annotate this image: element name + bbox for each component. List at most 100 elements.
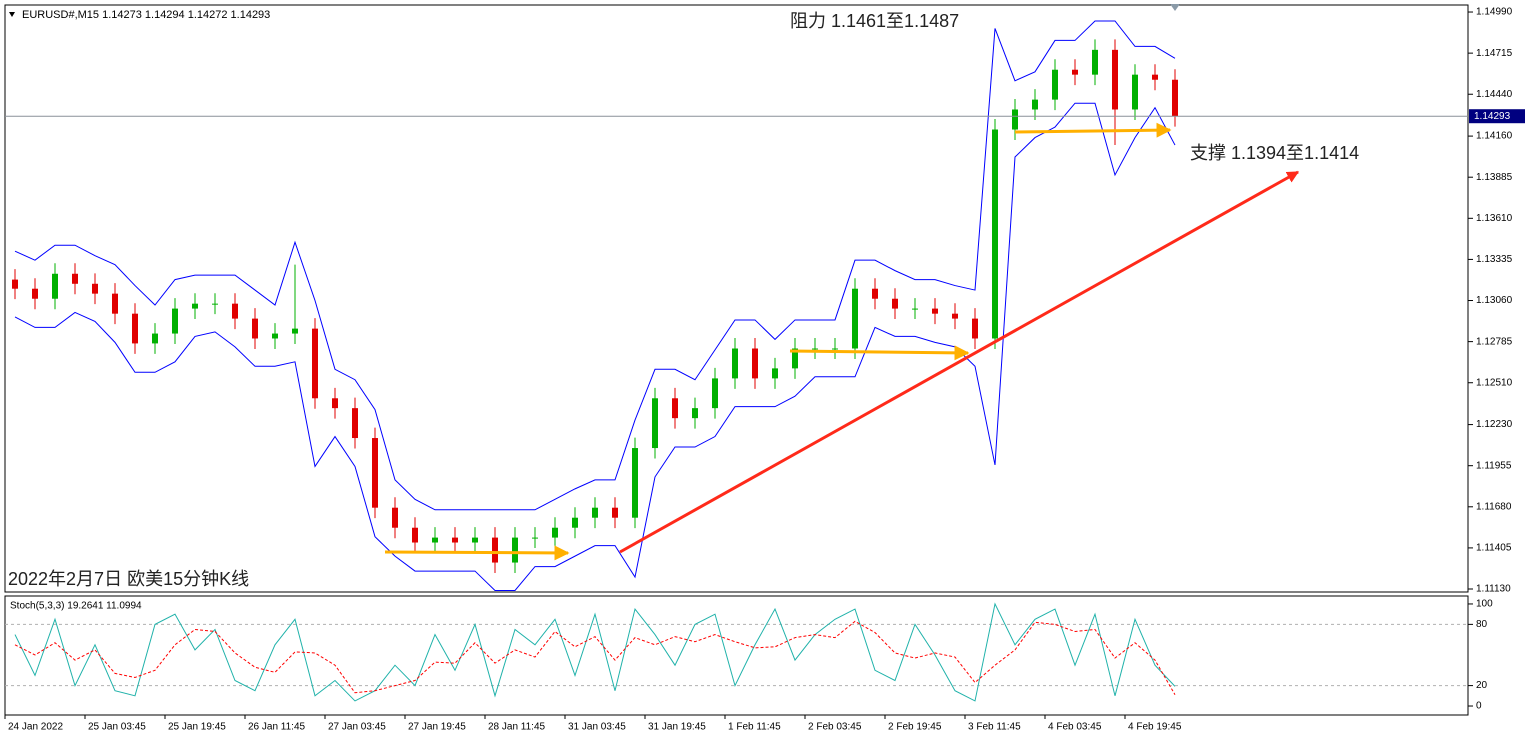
annotation: 支撑 1.1394至1.1414 [1190, 143, 1359, 163]
candle-body [1132, 74, 1138, 110]
y-tick-label: 20 [1476, 680, 1488, 691]
candle-body [552, 527, 558, 538]
candle-body [592, 507, 598, 518]
candle-body [832, 348, 838, 350]
last-price-label: 1.14293 [1474, 111, 1511, 122]
candle-body [1152, 74, 1158, 80]
candle-body [152, 333, 158, 344]
x-tick-label: 1 Feb 11:45 [728, 722, 781, 733]
annotation: 2022年2月7日 欧美15分钟K线 [8, 569, 249, 589]
y-tick-label: 1.13060 [1476, 295, 1513, 306]
y-tick-label: 1.14160 [1476, 131, 1513, 142]
candle-body [772, 368, 778, 379]
y-tick-label: 1.12510 [1476, 377, 1513, 388]
candle-body [672, 398, 678, 419]
y-tick-label: 0 [1476, 701, 1482, 712]
candle-body [312, 328, 318, 399]
shift-marker [1170, 4, 1180, 11]
x-tick-label: 27 Jan 03:45 [328, 722, 386, 733]
candle-body [752, 348, 758, 379]
y-tick-label: 1.11955 [1476, 460, 1512, 471]
candle-body [892, 298, 898, 309]
candle-body [232, 303, 238, 319]
y-tick-label: 1.12230 [1476, 419, 1513, 430]
y-tick-label: 1.14990 [1476, 7, 1513, 18]
y-tick-label: 1.11680 [1476, 501, 1512, 512]
candle-body [952, 313, 958, 319]
candle-body [812, 348, 818, 350]
stoch-title: Stoch(5,3,3) 19.2641 11.0994 [10, 601, 142, 612]
candle-body [372, 438, 378, 508]
candle-body [852, 288, 858, 349]
y-tick-label: 1.14440 [1476, 89, 1513, 100]
candle-body [872, 288, 878, 299]
y-tick-label: 1.12785 [1476, 336, 1513, 347]
candle-body [1172, 79, 1178, 117]
candle-body [532, 537, 538, 539]
x-tick-label: 4 Feb 03:45 [1048, 722, 1102, 733]
x-tick-label: 25 Jan 03:45 [88, 722, 146, 733]
candle-body [912, 308, 918, 310]
candle-body [972, 318, 978, 339]
candle-body [92, 283, 98, 294]
stoch-frame [4, 595, 1469, 716]
candle-body [172, 308, 178, 334]
candle-body [472, 537, 478, 543]
y-tick-label: 1.11130 [1476, 584, 1511, 595]
indicator-line [14, 20, 1176, 511]
x-tick-label: 31 Jan 03:45 [568, 722, 626, 733]
candle-body [1032, 99, 1038, 110]
x-tick-label: 24 Jan 2022 [8, 722, 63, 733]
candle-body [1012, 109, 1018, 130]
candle-body [432, 537, 438, 543]
y-tick-label: 1.13885 [1476, 172, 1513, 183]
candle-body [72, 273, 78, 284]
candle-body [1072, 69, 1078, 75]
indicator-line [14, 620, 1176, 695]
candle-body [272, 333, 278, 339]
support-arrow [1014, 122, 1172, 138]
candle-body [712, 378, 718, 409]
candle-body [332, 398, 338, 409]
candle-body [932, 308, 938, 314]
x-tick-label: 2 Feb 03:45 [808, 722, 862, 733]
x-tick-label: 2 Feb 19:45 [888, 722, 942, 733]
y-tick-label: 1.13335 [1476, 254, 1513, 265]
x-tick-label: 31 Jan 19:45 [648, 722, 706, 733]
candle-body [112, 293, 118, 314]
last-price-box [1469, 109, 1525, 124]
x-tick-label: 4 Feb 19:45 [1128, 722, 1182, 733]
x-tick-label: 3 Feb 11:45 [968, 722, 1021, 733]
support-arrow [384, 545, 570, 561]
trend-arrow [619, 170, 1300, 554]
candle-body [192, 303, 198, 309]
plot-area: 1.14990 1.14715 1.14440 1.14160 1.13885 1.136… [4, 7, 1525, 733]
x-tick-label: 26 Jan 11:45 [248, 722, 306, 733]
candle-body [612, 507, 618, 518]
candle-body [132, 313, 138, 344]
x-tick-label: 27 Jan 19:45 [408, 722, 466, 733]
candle-body [632, 448, 638, 518]
y-tick-label: 1.11405 [1476, 543, 1512, 554]
candle-body [212, 303, 218, 305]
candle-body [572, 517, 578, 528]
candle-body [352, 408, 358, 439]
y-tick-label: 80 [1476, 619, 1488, 630]
symbol-header: EURUSD#,M15 1.14273 1.14294 1.14272 1.14… [22, 9, 270, 21]
candle-body [292, 328, 298, 334]
indicator-line [14, 102, 1176, 592]
candle-body [1092, 49, 1098, 75]
annotation: 阻力 1.1461至1.1487 [790, 11, 959, 31]
candle-body [32, 288, 38, 299]
candle-body [452, 537, 458, 543]
candle-body [412, 527, 418, 543]
candle-body [12, 279, 18, 289]
y-tick-label: 100 [1476, 599, 1493, 610]
candle-body [392, 507, 398, 528]
y-tick-label: 1.14715 [1476, 48, 1513, 59]
candle-body [512, 537, 518, 563]
y-tick-label: 1.13610 [1476, 213, 1513, 224]
support-arrow [789, 345, 970, 361]
candle-body [252, 318, 258, 339]
